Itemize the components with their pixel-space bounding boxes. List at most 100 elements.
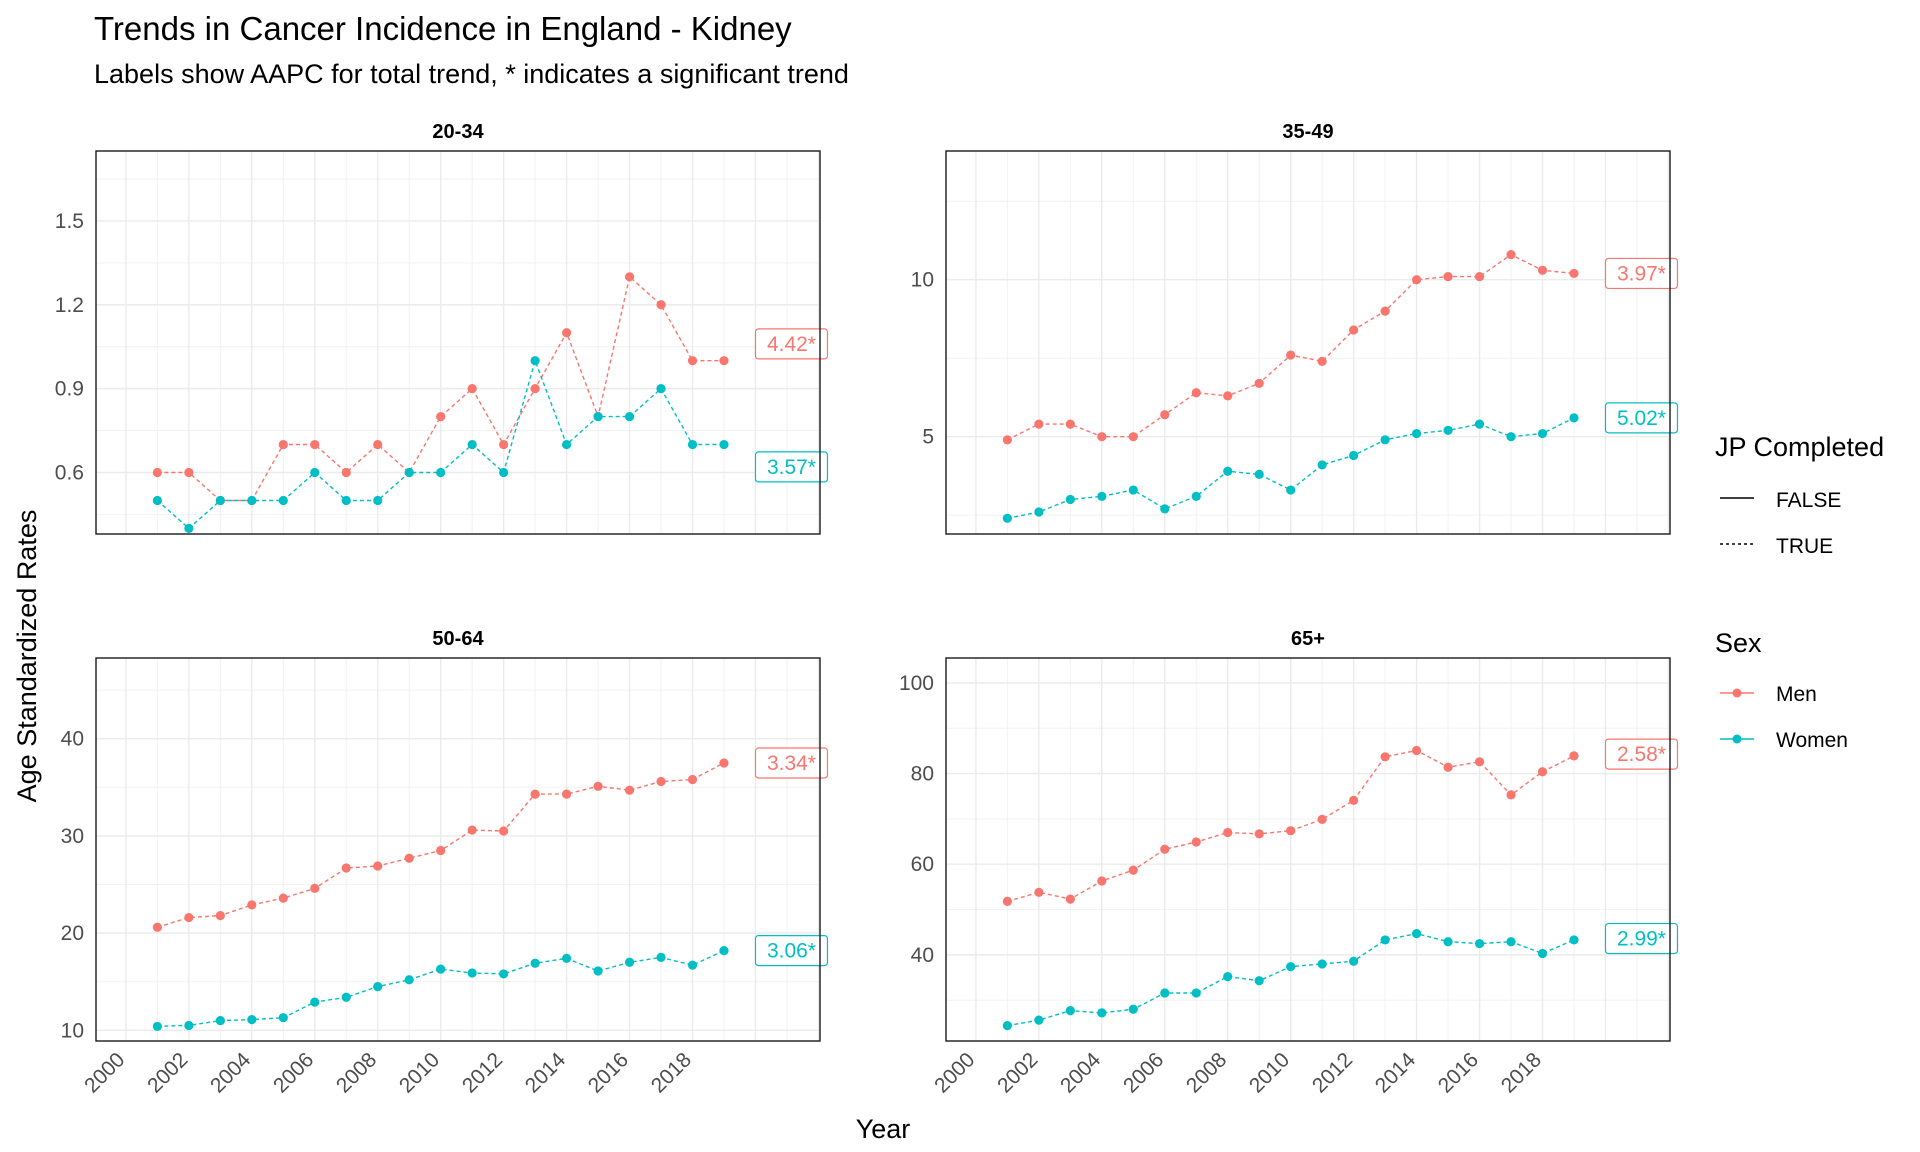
data-point-women — [1286, 962, 1296, 972]
data-point-men — [1412, 275, 1422, 285]
legend-label-women: Women — [1776, 729, 1848, 752]
y-axis-title: Age Standardized Rates — [12, 510, 42, 803]
data-point-women — [373, 981, 383, 992]
aapc-label: 3.97* — [1617, 262, 1666, 285]
x-tick-label: 2008 — [332, 1048, 381, 1097]
legend-label-false: FALSE — [1776, 489, 1841, 512]
legend-item-men: Men — [1720, 683, 1817, 706]
data-point-men — [530, 384, 540, 394]
y-tick-label: 5 — [922, 426, 934, 449]
data-point-women — [1254, 976, 1264, 986]
data-point-men — [1034, 887, 1044, 897]
x-tick-label: 2002 — [993, 1048, 1042, 1097]
data-point-women — [1380, 435, 1390, 445]
data-point-men — [656, 776, 666, 787]
data-point-men — [1569, 268, 1579, 279]
data-point-men — [1254, 829, 1264, 839]
data-point-men — [1097, 876, 1107, 886]
data-point-women — [215, 495, 225, 506]
data-point-men — [152, 467, 162, 478]
data-point-men — [1286, 350, 1296, 360]
data-point-men — [1065, 419, 1075, 429]
panel-title: 35-49 — [1282, 121, 1333, 143]
data-point-women — [562, 439, 572, 450]
aapc-label-box — [1604, 738, 1679, 770]
x-tick-label: 2006 — [1119, 1048, 1168, 1097]
y-tick-label: 40 — [61, 728, 84, 751]
x-tick-label: 2018 — [647, 1048, 696, 1097]
data-point-women — [1065, 494, 1075, 505]
x-tick-label: 2012 — [1308, 1048, 1357, 1097]
data-point-men — [499, 826, 509, 836]
data-point-men — [1380, 306, 1390, 316]
chart-title: Trends in Cancer Incidence in England - … — [94, 10, 792, 47]
x-axis-title: Year — [856, 1114, 911, 1144]
data-point-women — [1002, 513, 1012, 523]
chart-subtitle: Labels show AAPC for total trend, * indi… — [94, 59, 849, 89]
data-point-women — [1506, 432, 1516, 442]
data-point-women — [593, 966, 603, 976]
legend-title-sex: Sex — [1715, 628, 1762, 658]
data-point-women — [1191, 491, 1201, 501]
data-point-men — [1034, 419, 1044, 429]
data-point-men — [467, 384, 477, 394]
y-tick-label: 1.2 — [55, 294, 84, 317]
aapc-label: 2.58* — [1617, 743, 1666, 766]
data-point-women — [1443, 425, 1453, 436]
data-point-men — [373, 439, 383, 450]
y-tick-label: 10 — [61, 1019, 84, 1042]
data-point-women — [341, 495, 351, 506]
data-point-women — [467, 968, 477, 978]
panel-border — [95, 150, 821, 535]
data-point-women — [593, 411, 603, 422]
data-point-men — [1317, 814, 1327, 824]
data-point-women — [1317, 460, 1327, 470]
data-point-women — [1474, 419, 1485, 429]
data-point-women — [341, 992, 351, 1002]
panel-35-49: 35-49 5 10 3.97* 5.02* — [911, 121, 1679, 535]
x-tick-label: 2016 — [584, 1048, 633, 1097]
data-point-men — [341, 863, 351, 873]
aapc-label-box — [754, 328, 829, 360]
panel-65+: 65+ 40 60 80 100 2000 2002 2004 2006 2008 2010 2012… — [899, 628, 1679, 1098]
data-point-men — [341, 467, 351, 478]
data-point-men — [1286, 826, 1296, 836]
y-tick-label: 1.5 — [55, 210, 84, 233]
data-point-women — [1569, 935, 1579, 945]
legend-label-men: Men — [1776, 683, 1817, 706]
y-tick-label: 60 — [911, 853, 934, 876]
data-point-men — [1537, 265, 1548, 275]
legend-item-women: Women — [1720, 729, 1848, 752]
data-point-women — [1128, 1004, 1138, 1014]
data-point-women — [1317, 959, 1327, 969]
data-point-women — [310, 467, 320, 478]
y-tick-label: 30 — [61, 825, 84, 848]
data-point-men — [184, 912, 194, 923]
data-point-women — [184, 523, 194, 534]
data-point-women — [310, 997, 320, 1007]
x-tick-label: 2014 — [521, 1048, 571, 1098]
data-point-men — [1191, 388, 1201, 398]
data-point-men — [152, 922, 162, 932]
data-point-women — [215, 1015, 225, 1026]
data-point-women — [1349, 956, 1359, 966]
y-tick-label: 40 — [911, 944, 934, 967]
data-point-men — [1002, 435, 1012, 445]
data-point-men — [1474, 271, 1485, 282]
data-point-women — [1160, 988, 1170, 998]
data-point-men — [1128, 865, 1138, 875]
legend-key-women-dot — [1732, 734, 1742, 744]
data-point-men — [1223, 827, 1233, 838]
panel-20-34: 20-34 0.6 0.9 1.2 1.5 4.42* 3.57* — [55, 121, 829, 535]
data-point-women — [1223, 466, 1233, 476]
data-point-women — [436, 964, 446, 974]
data-point-men — [1349, 325, 1359, 335]
legend-label-true: TRUE — [1776, 535, 1833, 558]
data-point-women — [278, 1013, 288, 1023]
x-tick-label: 2010 — [1245, 1048, 1294, 1097]
data-point-women — [247, 1015, 257, 1025]
data-point-women — [1160, 504, 1170, 514]
data-point-men — [1223, 391, 1233, 401]
data-point-men — [624, 272, 635, 282]
